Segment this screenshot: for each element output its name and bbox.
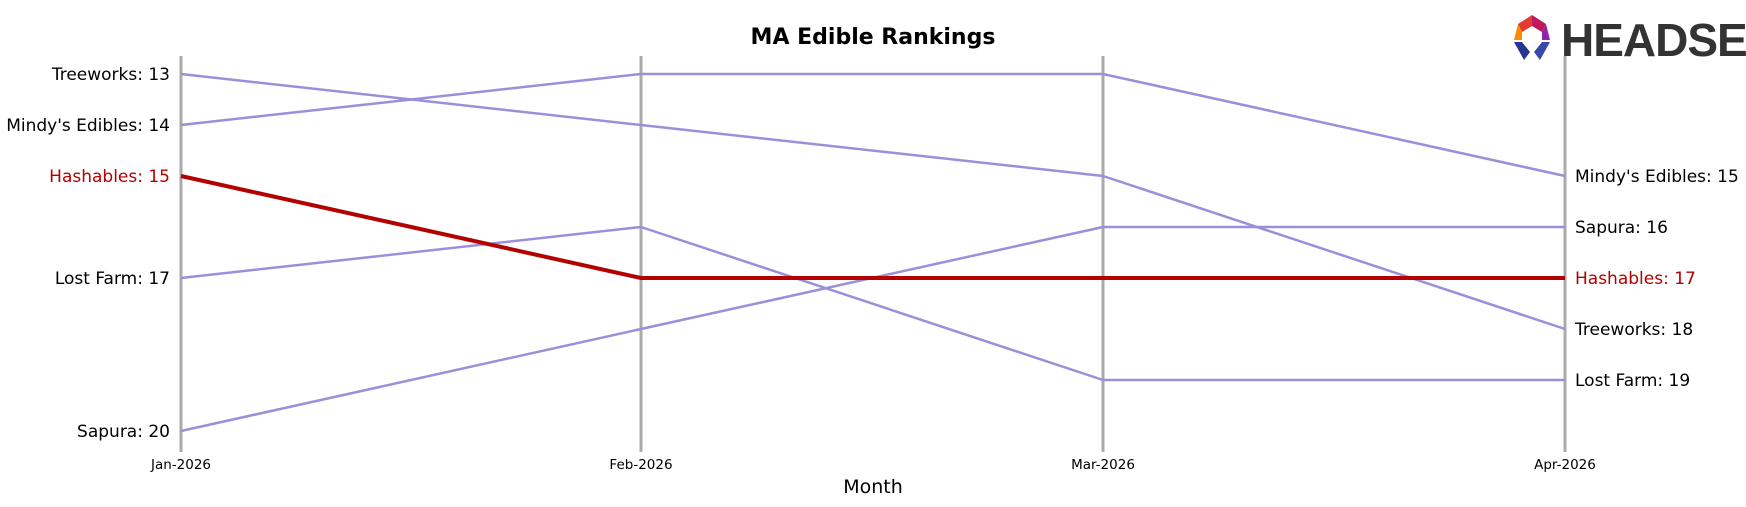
x-tick-label: Jan-2026 — [150, 457, 211, 473]
series-line-treeworks — [180, 72, 1566, 331]
x-tick-label: Feb-2026 — [609, 457, 672, 473]
start-label: Sapura: 20 — [77, 422, 170, 442]
end-labels: Mindy's Edibles: 15 Sapura: 16 Hashables: … — [1574, 167, 1739, 391]
x-tick-labels: Jan-2026 Feb-2026 Mar-2026 Apr-2026 — [150, 457, 1596, 473]
end-label: Sapura: 16 — [1575, 218, 1668, 238]
start-labels: Treeworks: 13 Mindy's Edibles: 14 Hashable… — [6, 65, 170, 442]
end-label: Lost Farm: 19 — [1575, 371, 1690, 391]
x-tick-label: Mar-2026 — [1071, 457, 1135, 473]
end-label: Hashables: 17 — [1575, 269, 1696, 289]
end-label: Treeworks: 18 — [1574, 320, 1693, 340]
month-axis-lines — [179, 56, 1567, 452]
series-line-mindy-s-edibles — [180, 72, 1566, 178]
headset-logo: HEADSET — [1514, 14, 1746, 66]
x-tick-label: Apr-2026 — [1534, 457, 1596, 473]
start-label: Hashables: 15 — [49, 167, 170, 187]
chart-title: MA Edible Rankings — [751, 25, 996, 50]
series-lines — [180, 72, 1566, 433]
end-label: Mindy's Edibles: 15 — [1575, 167, 1739, 187]
headset-logo-icon — [1514, 15, 1550, 60]
logo-text: HEADSET — [1561, 14, 1746, 66]
series-line-sapura — [180, 225, 1565, 433]
x-axis-label: Month — [843, 476, 903, 498]
series-line-lost-farm — [180, 225, 1565, 382]
start-label: Lost Farm: 17 — [55, 269, 170, 289]
start-label: Mindy's Edibles: 14 — [6, 116, 170, 136]
series-line-hashables — [180, 174, 1565, 280]
start-label: Treeworks: 13 — [51, 65, 170, 85]
